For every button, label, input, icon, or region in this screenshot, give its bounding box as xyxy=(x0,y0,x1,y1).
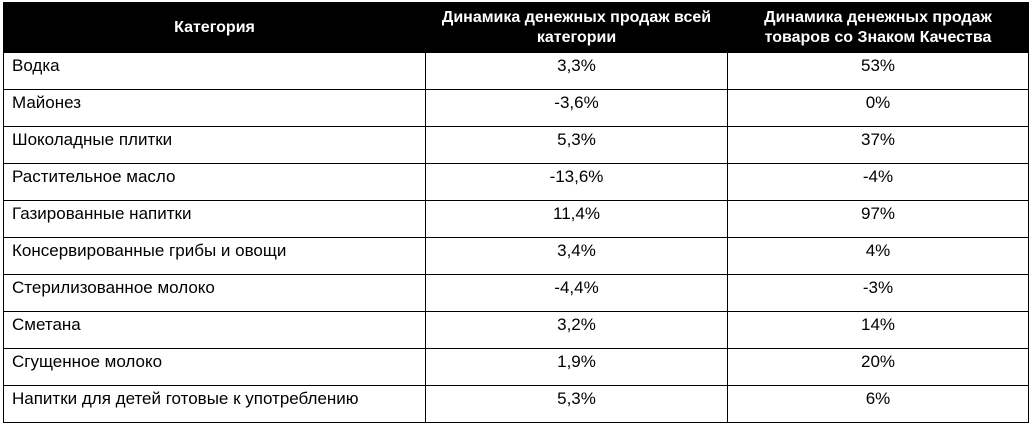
category-dynamics-cell: 11,4% xyxy=(425,200,728,238)
quality-dynamics-cell: 4% xyxy=(727,237,1029,275)
category-cell: Консервированные грибы и овощи xyxy=(3,237,426,275)
table-header-row: Категория Динамика денежных продаж всей … xyxy=(3,2,1029,53)
table-row: Газированные напитки 11,4% 97% xyxy=(3,200,1029,238)
category-dynamics-cell: 1,9% xyxy=(425,348,728,386)
quality-dynamics-cell: 37% xyxy=(727,126,1029,164)
table-row: Водка 3,3% 53% xyxy=(3,52,1029,90)
category-dynamics-cell: -3,6% xyxy=(425,89,728,127)
header-quality-mark-sales-dynamics: Динамика денежных продаж товаров со Знак… xyxy=(727,2,1029,53)
quality-dynamics-cell: 14% xyxy=(727,311,1029,349)
quality-dynamics-cell: -4% xyxy=(727,163,1029,201)
table-container: Категория Динамика денежных продаж всей … xyxy=(3,2,1029,423)
quality-dynamics-cell: 97% xyxy=(727,200,1029,238)
category-cell: Водка xyxy=(3,52,426,90)
category-cell: Стерилизованное молоко xyxy=(3,274,426,312)
sales-dynamics-table: Категория Динамика денежных продаж всей … xyxy=(3,2,1029,423)
quality-dynamics-cell: 6% xyxy=(727,385,1029,423)
table-row: Майонез -3,6% 0% xyxy=(3,89,1029,127)
table-row: Сметана 3,2% 14% xyxy=(3,311,1029,349)
category-dynamics-cell: 5,3% xyxy=(425,126,728,164)
header-category-sales-dynamics: Динамика денежных продаж всей категории xyxy=(425,2,728,53)
quality-dynamics-cell: 20% xyxy=(727,348,1029,386)
category-dynamics-cell: 3,4% xyxy=(425,237,728,275)
category-dynamics-cell: -4,4% xyxy=(425,274,728,312)
category-cell: Майонез xyxy=(3,89,426,127)
category-cell: Шоколадные плитки xyxy=(3,126,426,164)
category-dynamics-cell: 3,3% xyxy=(425,52,728,90)
table-row: Стерилизованное молоко -4,4% -3% xyxy=(3,274,1029,312)
category-cell: Растительное масло xyxy=(3,163,426,201)
category-cell: Газированные напитки xyxy=(3,200,426,238)
header-category: Категория xyxy=(3,2,426,53)
category-cell: Сгущенное молоко xyxy=(3,348,426,386)
table-row: Шоколадные плитки 5,3% 37% xyxy=(3,126,1029,164)
quality-dynamics-cell: -3% xyxy=(727,274,1029,312)
category-dynamics-cell: -13,6% xyxy=(425,163,728,201)
table-row: Консервированные грибы и овощи 3,4% 4% xyxy=(3,237,1029,275)
quality-dynamics-cell: 53% xyxy=(727,52,1029,90)
category-cell: Напитки для детей готовые к употреблению xyxy=(3,385,426,423)
category-cell: Сметана xyxy=(3,311,426,349)
table-row: Сгущенное молоко 1,9% 20% xyxy=(3,348,1029,386)
category-dynamics-cell: 5,3% xyxy=(425,385,728,423)
table-row: Напитки для детей готовые к употреблению… xyxy=(3,385,1029,423)
table-row: Растительное масло -13,6% -4% xyxy=(3,163,1029,201)
quality-dynamics-cell: 0% xyxy=(727,89,1029,127)
category-dynamics-cell: 3,2% xyxy=(425,311,728,349)
